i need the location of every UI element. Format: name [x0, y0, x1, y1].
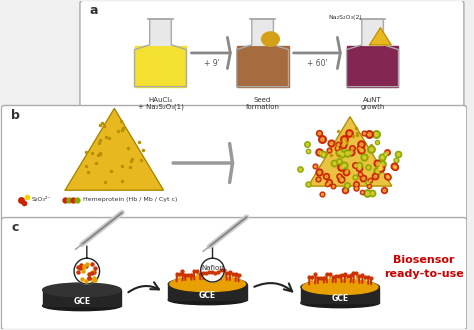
- Bar: [301, 287, 380, 303]
- Polygon shape: [370, 28, 391, 45]
- Text: + 60': + 60': [307, 59, 328, 68]
- FancyBboxPatch shape: [1, 217, 467, 330]
- Polygon shape: [308, 117, 392, 186]
- Text: GCE: GCE: [73, 297, 91, 306]
- Text: a: a: [90, 4, 98, 17]
- Polygon shape: [237, 46, 289, 87]
- Polygon shape: [65, 109, 164, 190]
- Text: + 9': + 9': [204, 59, 219, 68]
- FancyBboxPatch shape: [1, 106, 467, 220]
- Bar: [43, 290, 121, 306]
- Polygon shape: [237, 19, 289, 87]
- Text: Hemeprotein (Hb / Mb / Cyt c): Hemeprotein (Hb / Mb / Cyt c): [83, 197, 177, 202]
- Polygon shape: [346, 19, 399, 87]
- Polygon shape: [150, 19, 171, 45]
- Ellipse shape: [302, 279, 378, 295]
- Polygon shape: [135, 19, 186, 87]
- Polygon shape: [362, 19, 383, 45]
- Text: S₂O₃²⁻: S₂O₃²⁻: [32, 197, 52, 202]
- Ellipse shape: [43, 283, 121, 297]
- Bar: [168, 284, 247, 300]
- Polygon shape: [201, 246, 224, 282]
- Text: Biosensor
ready-to-use: Biosensor ready-to-use: [384, 255, 464, 279]
- Polygon shape: [135, 46, 186, 87]
- Polygon shape: [74, 246, 100, 284]
- Text: Na₂S₂O₃(2): Na₂S₂O₃(2): [328, 15, 362, 20]
- Text: Seed
formation: Seed formation: [246, 97, 280, 110]
- Ellipse shape: [170, 276, 246, 292]
- Ellipse shape: [43, 301, 121, 311]
- Polygon shape: [252, 19, 273, 45]
- Text: Nafion: Nafion: [201, 265, 224, 271]
- Ellipse shape: [301, 298, 380, 308]
- Ellipse shape: [301, 280, 380, 294]
- Text: b: b: [11, 109, 20, 122]
- Ellipse shape: [168, 277, 247, 291]
- Text: GCE: GCE: [199, 291, 216, 300]
- Ellipse shape: [262, 32, 279, 46]
- FancyBboxPatch shape: [80, 0, 464, 109]
- Ellipse shape: [168, 295, 247, 305]
- Text: c: c: [11, 221, 18, 234]
- Text: AuNT
growth: AuNT growth: [360, 97, 385, 110]
- Text: HAuCl₄
+ Na₂S₂O₃(1): HAuCl₄ + Na₂S₂O₃(1): [137, 97, 183, 110]
- Text: GCE: GCE: [332, 294, 349, 303]
- Polygon shape: [346, 46, 399, 87]
